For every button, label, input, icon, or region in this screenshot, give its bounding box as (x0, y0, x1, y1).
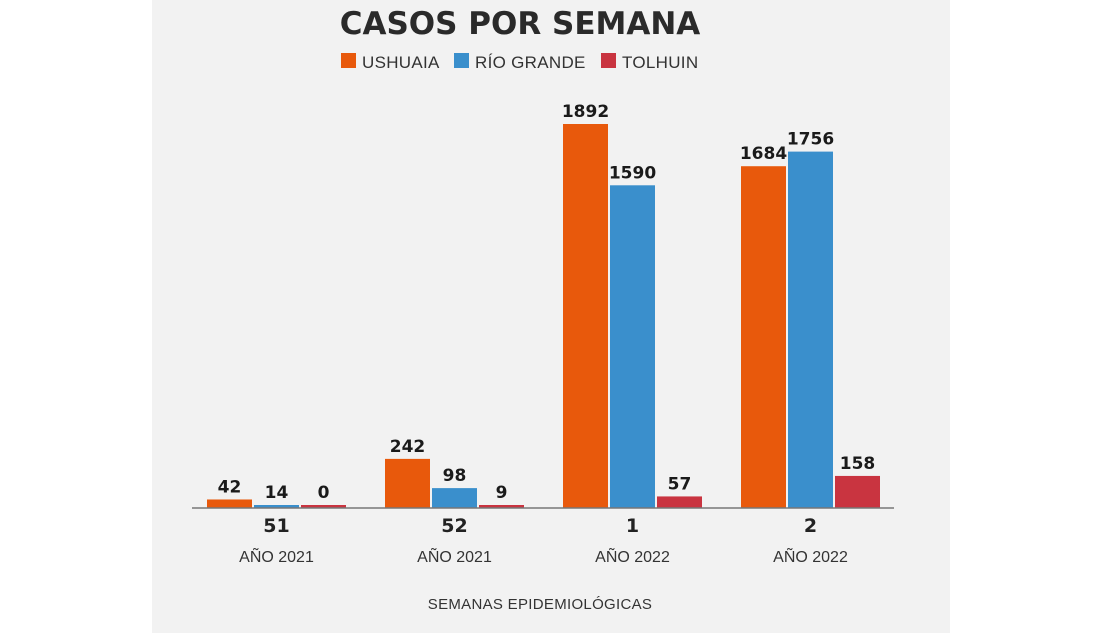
legend-swatch-2 (601, 53, 616, 68)
bar-0-0 (207, 499, 252, 508)
week-label-0: 51 (263, 515, 289, 537)
week-label-1: 52 (441, 515, 467, 537)
value-label-0-1: 14 (265, 483, 289, 503)
value-label-3-0: 1684 (740, 144, 787, 164)
year-label-3: AÑO 2022 (773, 546, 848, 566)
value-label-2-1: 1590 (609, 163, 656, 183)
value-label-2-2: 57 (668, 474, 692, 494)
year-label-2: AÑO 2022 (595, 546, 670, 566)
bar-1-0 (385, 458, 430, 508)
value-label-1-1: 98 (443, 466, 467, 486)
bar-chart: CASOS POR SEMANA USHUAIA RÍO GRANDE TOLHUI… (192, 6, 894, 613)
value-label-0-0: 42 (218, 477, 242, 497)
x-axis-labels: 51 AÑO 2021 52 AÑO 2021 1 AÑO 2022 2 AÑO 2022 (239, 515, 848, 566)
bar-1-2 (479, 505, 524, 508)
bars-group (207, 124, 880, 508)
value-label-3-1: 1756 (787, 130, 834, 150)
legend-swatch-1 (454, 53, 469, 68)
value-label-1-0: 242 (390, 437, 426, 457)
week-label-2: 1 (626, 515, 639, 537)
bar-3-1 (788, 151, 833, 508)
value-label-2-0: 1892 (562, 102, 609, 122)
legend-label-0: USHUAIA (362, 53, 440, 72)
bar-3-0 (741, 166, 786, 508)
bar-0-1 (254, 505, 299, 508)
legend-label-1: RÍO GRANDE (475, 53, 586, 72)
chart-panel: CASOS POR SEMANA USHUAIA RÍO GRANDE TOLHUI… (152, 0, 950, 633)
year-label-1: AÑO 2021 (417, 546, 492, 566)
year-label-0: AÑO 2021 (239, 546, 314, 566)
value-label-0-2: 0 (318, 483, 330, 503)
value-label-3-2: 158 (840, 454, 876, 474)
chart-title: CASOS POR SEMANA (340, 6, 701, 42)
legend-label-2: TOLHUIN (622, 53, 698, 72)
bar-0-2 (301, 505, 346, 508)
bar-2-1 (610, 185, 655, 508)
bar-2-2 (657, 496, 702, 508)
week-label-3: 2 (804, 515, 817, 537)
bar-2-0 (563, 124, 608, 508)
bar-3-2 (835, 475, 880, 508)
x-axis-title: SEMANAS EPIDEMIOLÓGICAS (428, 596, 652, 613)
chart-legend: USHUAIA RÍO GRANDE TOLHUIN (341, 53, 698, 72)
bar-1-1 (432, 488, 477, 508)
legend-swatch-0 (341, 53, 356, 68)
value-label-1-2: 9 (496, 483, 508, 503)
